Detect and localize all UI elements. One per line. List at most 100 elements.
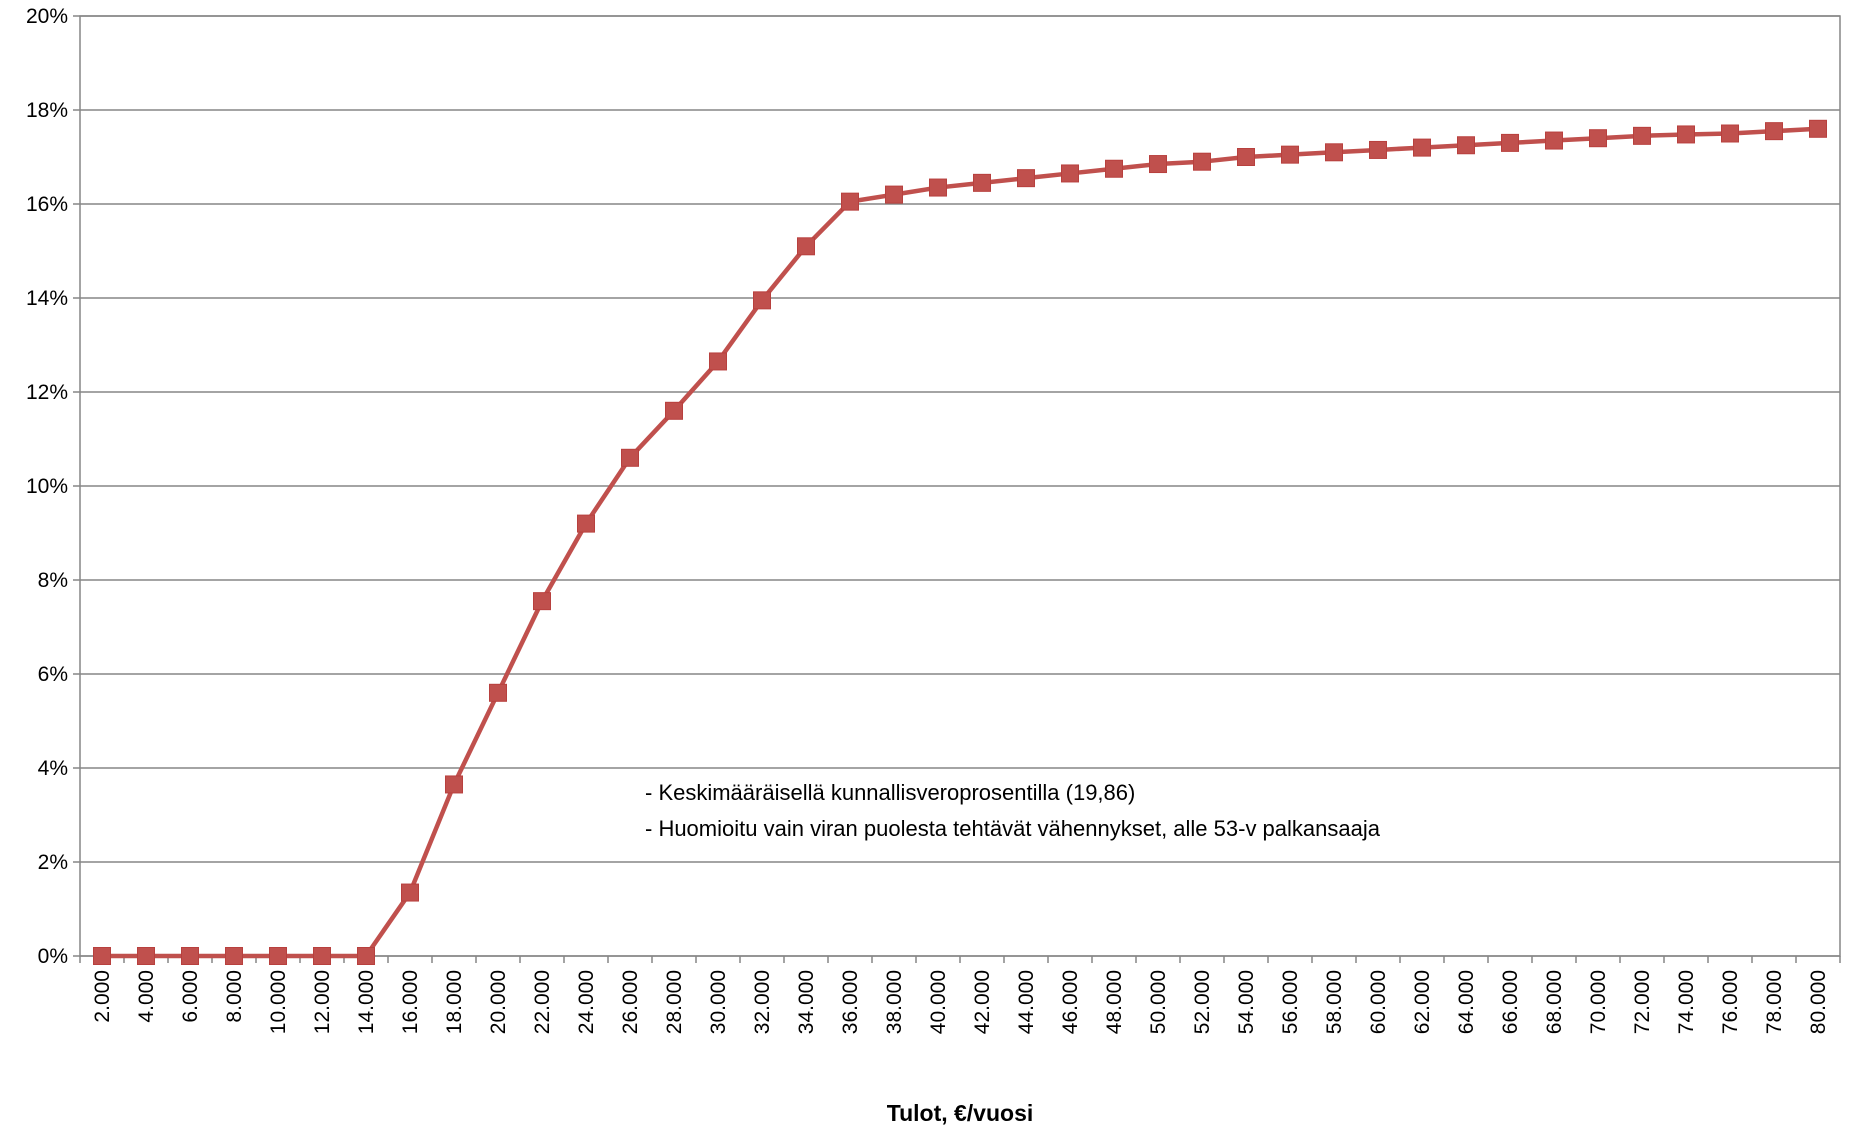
x-tick-label: 32.000: [751, 970, 774, 1034]
data-point: [1413, 138, 1431, 157]
data-point: [489, 683, 507, 702]
x-tick-label: 30.000: [707, 970, 730, 1034]
data-point: [1545, 131, 1563, 150]
x-tick-label: 10.000: [267, 970, 290, 1034]
x-tick-label: 46.000: [1059, 970, 1082, 1034]
x-tick-label: 22.000: [531, 970, 554, 1034]
data-point: [973, 173, 991, 192]
x-tick-label: 26.000: [619, 970, 642, 1034]
x-tick-label: 4.000: [135, 970, 158, 1023]
x-tick-label: 36.000: [839, 970, 862, 1034]
data-point: [313, 947, 331, 965]
data-point: [929, 178, 947, 197]
data-point: [1809, 119, 1827, 138]
data-point: [357, 947, 375, 965]
data-point: [1633, 126, 1651, 145]
y-tick-label: 10%: [26, 475, 68, 498]
x-tick-label: 20.000: [487, 970, 510, 1034]
x-tick-label: 24.000: [575, 970, 598, 1034]
data-point: [577, 514, 595, 533]
y-axis-ticks: 0% 2% 4% 6% 8% 10% 12% 14% 16% 18% 20%: [26, 5, 80, 968]
x-tick-label: 54.000: [1235, 970, 1258, 1034]
x-tick-label: 18.000: [443, 970, 466, 1034]
data-point: [181, 947, 199, 965]
data-point: [1105, 159, 1123, 178]
data-point: [1721, 124, 1739, 143]
x-tick-label: 56.000: [1279, 970, 1302, 1034]
x-axis-ticks: 2.000 4.000 6.000 8.000 10.000 12.000 14.000 16…: [79, 956, 1841, 1034]
x-tick-label: 48.000: [1103, 970, 1126, 1034]
y-tick-label: 4%: [38, 757, 68, 780]
data-point: [797, 237, 815, 256]
annotation-line-2: - Huomioitu vain viran puolesta tehtävät…: [645, 816, 1381, 841]
data-point: [1149, 155, 1167, 174]
y-tick-label: 12%: [26, 381, 68, 404]
x-tick-label: 38.000: [883, 970, 906, 1034]
data-point: [1457, 136, 1475, 155]
x-tick-label: 16.000: [399, 970, 422, 1034]
x-tick-label: 78.000: [1763, 970, 1786, 1034]
x-tick-label: 66.000: [1499, 970, 1522, 1034]
data-point: [1061, 164, 1079, 183]
data-point: [1281, 145, 1299, 164]
data-point: [269, 947, 287, 965]
data-point: [1325, 143, 1343, 162]
data-point: [1589, 129, 1607, 148]
x-tick-label: 70.000: [1587, 970, 1610, 1034]
x-tick-label: 14.000: [355, 970, 378, 1034]
data-point: [753, 291, 771, 310]
data-point: [533, 592, 551, 611]
y-tick-label: 16%: [26, 193, 68, 216]
x-tick-label: 44.000: [1015, 970, 1038, 1034]
data-point: [1193, 152, 1211, 171]
annotation-line-1: - Keskimääräisellä kunnallisveroprosenti…: [645, 780, 1135, 805]
data-point: [621, 448, 639, 467]
y-tick-label: 8%: [38, 569, 68, 592]
data-point: [1501, 133, 1519, 152]
x-tick-label: 72.000: [1631, 970, 1654, 1034]
data-point: [1765, 122, 1783, 141]
series-line: [102, 126, 1819, 959]
data-point: [665, 401, 683, 420]
data-point: [841, 192, 859, 211]
y-tick-label: 6%: [38, 663, 68, 686]
y-tick-label: 18%: [26, 99, 68, 122]
x-tick-label: 40.000: [927, 970, 950, 1034]
x-tick-label: 34.000: [795, 970, 818, 1034]
x-axis-label: Tulot, €/vuosi: [887, 1100, 1034, 1126]
x-tick-label: 2.000: [91, 970, 114, 1023]
data-point: [1017, 169, 1035, 188]
x-tick-label: 6.000: [179, 970, 202, 1023]
y-tick-label: 0%: [38, 945, 68, 968]
x-tick-label: 80.000: [1807, 970, 1830, 1034]
y-tick-label: 20%: [26, 5, 68, 28]
x-tick-label: 42.000: [971, 970, 994, 1034]
gridlines: [80, 15, 1840, 957]
x-tick-label: 52.000: [1191, 970, 1214, 1034]
data-point: [885, 185, 903, 204]
series-layer: [93, 119, 1827, 965]
x-tick-label: 28.000: [663, 970, 686, 1034]
data-point: [1677, 125, 1695, 144]
y-tick-label: 14%: [26, 287, 68, 310]
x-tick-label: 68.000: [1543, 970, 1566, 1034]
data-point: [225, 947, 243, 965]
data-point: [1237, 148, 1255, 166]
data-point: [137, 947, 155, 965]
data-point: [709, 352, 727, 371]
data-point: [1369, 140, 1387, 159]
x-tick-label: 62.000: [1411, 970, 1434, 1034]
x-tick-label: 64.000: [1455, 970, 1478, 1034]
data-point: [93, 947, 111, 965]
data-point: [401, 883, 419, 902]
x-tick-label: 58.000: [1323, 970, 1346, 1034]
x-tick-label: 60.000: [1367, 970, 1390, 1034]
data-point: [445, 775, 463, 794]
x-tick-label: 8.000: [223, 970, 246, 1023]
x-tick-label: 50.000: [1147, 970, 1170, 1034]
x-tick-label: 74.000: [1675, 970, 1698, 1034]
x-tick-label: 76.000: [1719, 970, 1742, 1034]
y-tick-label: 2%: [38, 851, 68, 874]
x-tick-label: 12.000: [311, 970, 334, 1034]
